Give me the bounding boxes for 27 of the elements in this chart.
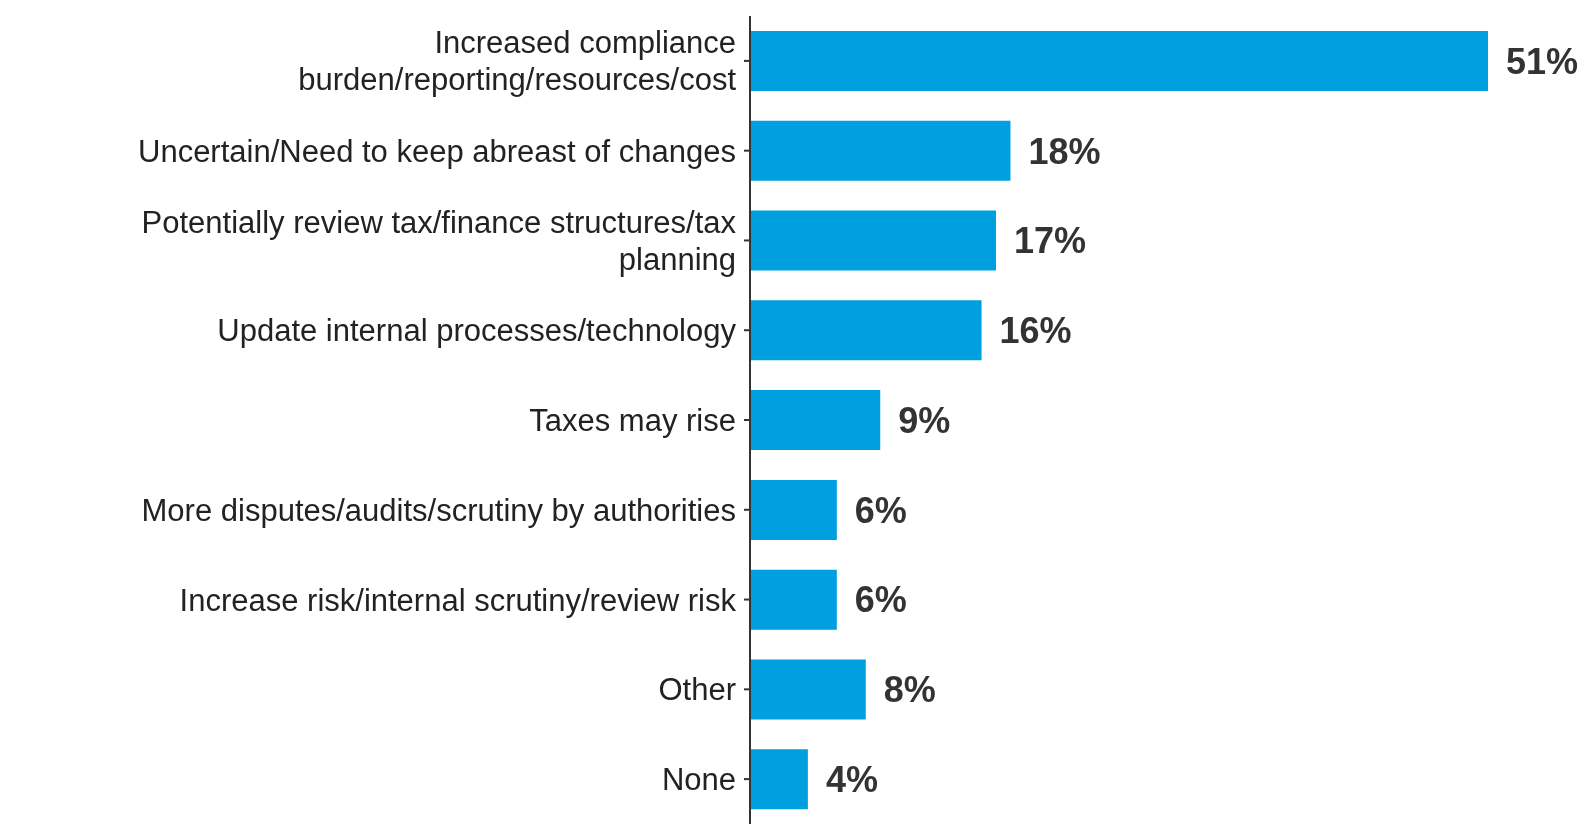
bar [750, 569, 837, 630]
y-tick-label: Taxes may rise [529, 402, 736, 438]
data-label: 6% [854, 579, 907, 621]
y-tick-label: Increased compliance burden/reporting/resources/cost [298, 24, 737, 97]
bar [750, 749, 808, 810]
bar [750, 390, 881, 451]
bar [750, 210, 996, 271]
y-tick-label: Potentially review tax/finance structures/tax planning [141, 204, 737, 277]
bar [750, 479, 837, 540]
y-tick-label: None [661, 761, 736, 797]
y-tick-label: Other [658, 671, 736, 707]
data-label: 18% [1028, 130, 1101, 172]
y-tick-label: Update internal processes/technology [217, 312, 737, 348]
bar [750, 300, 982, 361]
data-label: 17% [1014, 220, 1087, 262]
data-label: 51% [1506, 40, 1579, 82]
data-label: 6% [854, 489, 907, 531]
data-label: 16% [999, 310, 1072, 352]
y-tick-label: Increase risk/internal scrutiny/review risk [179, 582, 737, 618]
bar [750, 659, 866, 720]
data-label: 9% [898, 399, 951, 441]
bar [750, 31, 1488, 91]
data-label: 4% [825, 759, 878, 800]
data-label: 8% [883, 669, 936, 711]
y-tick-label: Uncertain/Need to keep abreast of changes [138, 133, 736, 169]
bar [750, 120, 1011, 181]
y-tick-label: More disputes/audits/scrutiny by authorities [141, 492, 736, 528]
